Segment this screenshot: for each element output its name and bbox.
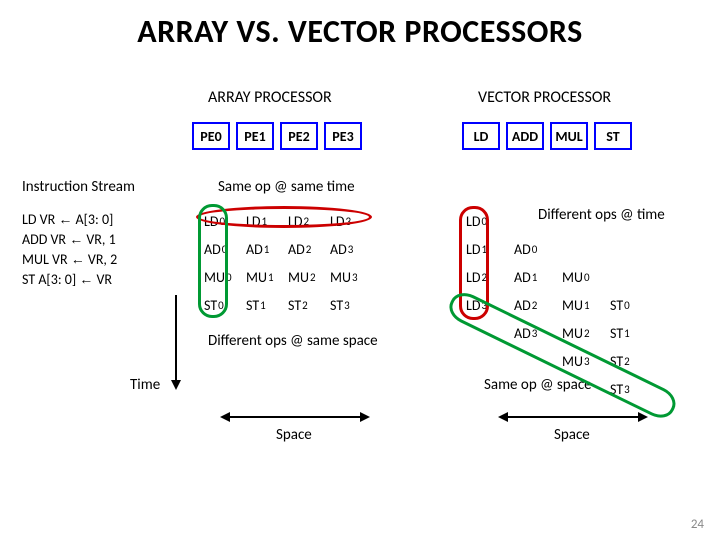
array-cell: ST2 [288, 294, 328, 316]
pe-box: LD [462, 122, 500, 150]
page-title: ARRAY VS. VECTOR PROCESSORS [0, 0, 720, 51]
page-number: 24 [691, 517, 704, 532]
vector-header: VECTOR PROCESSOR [478, 88, 611, 107]
pe-box: PE1 [236, 122, 274, 150]
pe-box: ADD [506, 122, 544, 150]
diff-ops-same-space-label: Different ops @ same space [208, 332, 378, 350]
array-header: ARRAY PROCESSOR [208, 88, 332, 107]
array-cell: AD1 [246, 238, 286, 260]
instruction-stream-label: Instruction Stream [22, 178, 135, 196]
array-cell: MU3 [330, 266, 370, 288]
array-pe-row: PE0PE1PE2PE3 [192, 122, 362, 150]
vector-cell: ST0 [610, 294, 650, 316]
space-arrow-array [220, 410, 370, 424]
vector-cell: AD2 [514, 294, 554, 316]
pe-box: MUL [550, 122, 588, 150]
instruction-line: MUL VR ← VR, 2 [22, 250, 117, 270]
same-op-same-time-label: Same op @ same time [218, 178, 355, 196]
array-cell: AD2 [288, 238, 328, 260]
space-label-vector: Space [554, 426, 590, 444]
instruction-line: LD VR ← A[3: 0] [22, 210, 117, 230]
diff-ops-time-label: Different ops @ time [538, 206, 665, 224]
array-cell: ST3 [330, 294, 370, 316]
array-cell: AD3 [330, 238, 370, 260]
pe-box: PE2 [280, 122, 318, 150]
vector-cell: AD1 [514, 266, 554, 288]
vector-cell: MU0 [562, 266, 602, 288]
time-label: Time [130, 376, 160, 394]
time-arrow [168, 290, 184, 390]
array-cell: MU1 [246, 266, 286, 288]
space-arrow-vector [498, 410, 648, 424]
instruction-line: ADD VR ← VR, 1 [22, 230, 117, 250]
vector-cell: MU1 [562, 294, 602, 316]
array-cell: MU2 [288, 266, 328, 288]
pe-box: PE0 [192, 122, 230, 150]
array-cell: ST1 [246, 294, 286, 316]
instruction-line: ST A[3: 0] ← VR [22, 270, 117, 290]
pe-box: ST [594, 122, 632, 150]
vector-cell: ST1 [610, 322, 650, 344]
space-label-array: Space [276, 426, 312, 444]
vector-cell: AD0 [514, 238, 554, 260]
instruction-block: LD VR ← A[3: 0]ADD VR ← VR, 1MUL VR ← VR… [22, 210, 117, 290]
pe-box: PE3 [324, 122, 362, 150]
array-col-oval [198, 204, 228, 318]
vector-pe-row: LDADDMULST [462, 122, 632, 150]
